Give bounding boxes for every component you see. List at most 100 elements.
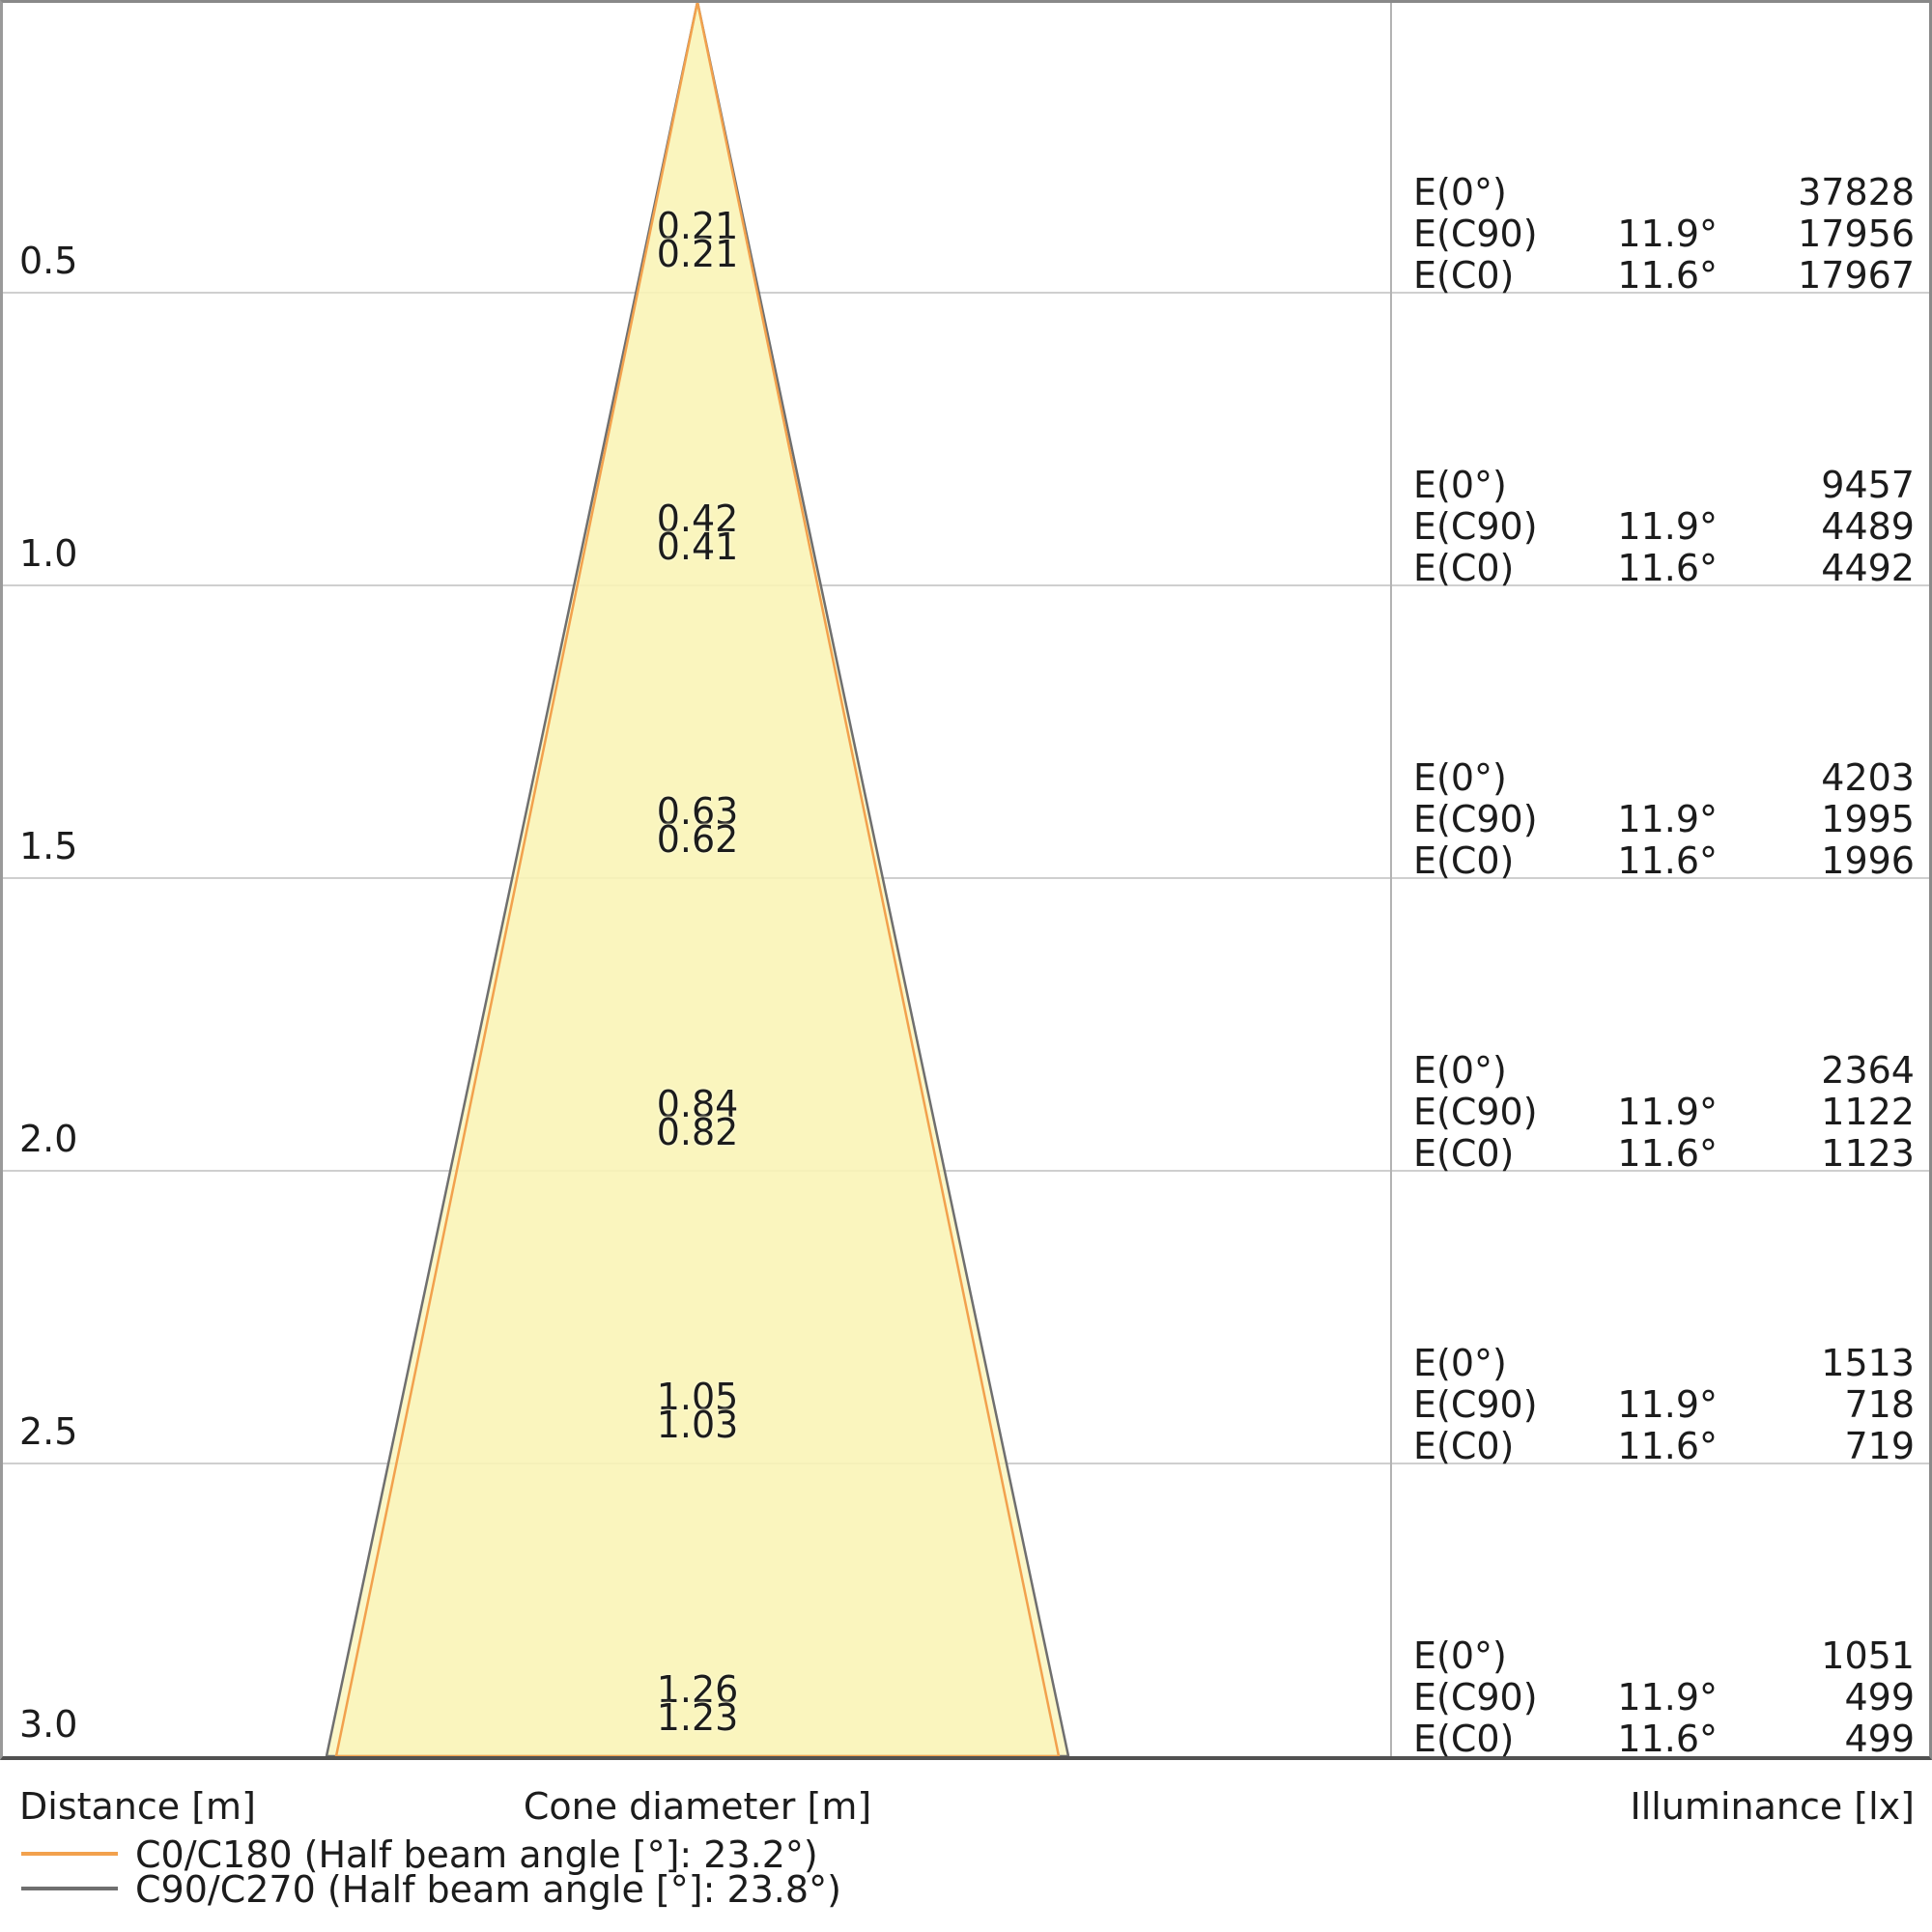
gridline-2.0m	[3, 1170, 1929, 1172]
e0-label: E(0°)	[1413, 1634, 1507, 1677]
legend-item-c0: C0/C180 (Half beam angle [°]: 23.2°)	[0, 1833, 1932, 1876]
illuminance-block: E(0°) 37828 E(C90) 11.9° 17956 E(C0) 11.…	[1413, 172, 1915, 297]
ec0-angle: 11.6°	[1617, 547, 1718, 589]
cone-diameter-c0: 0.21	[656, 233, 739, 275]
illuminance-row-ec90: E(C90) 11.9° 17956	[1413, 213, 1915, 255]
cone-diameter-c90: 0.84	[656, 1083, 739, 1125]
gridline-0.5m	[3, 292, 1929, 294]
ec90-value: 1995	[1821, 798, 1915, 840]
distance-tick: 1.0	[19, 532, 78, 575]
e0-value: 2364	[1821, 1049, 1915, 1092]
cone-diameter-c0: 0.82	[656, 1111, 739, 1153]
e0-label: E(0°)	[1413, 1342, 1507, 1384]
illuminance-row-ec90: E(C90) 11.9° 4489	[1413, 506, 1915, 548]
ec90-label: E(C90)	[1413, 1383, 1538, 1426]
cone-diameter-c90: 0.63	[656, 790, 739, 833]
ec0-label: E(C0)	[1413, 547, 1515, 589]
c90-line-swatch	[21, 1887, 118, 1890]
ec90-label: E(C90)	[1413, 505, 1538, 548]
illuminance-row-ec0: E(C0) 11.6° 17967	[1413, 255, 1915, 297]
ec90-value: 4489	[1821, 505, 1915, 548]
ec0-value: 499	[1844, 1718, 1915, 1760]
light-cone-plot	[325, 1, 1070, 1756]
cone-diameter-values: 0.21 0.21	[504, 205, 891, 275]
e0-value: 1513	[1821, 1342, 1915, 1384]
illuminance-row-ec0: E(C0) 11.6° 499	[1413, 1719, 1915, 1760]
ec90-value: 1122	[1821, 1091, 1915, 1133]
illuminance-row-e0: E(0°) 2364	[1413, 1050, 1915, 1092]
ec90-value: 499	[1844, 1676, 1915, 1719]
illuminance-block: E(0°) 1513 E(C90) 11.9° 718 E(C0) 11.6° …	[1413, 1343, 1915, 1467]
ec90-value: 718	[1844, 1383, 1915, 1426]
gridline-1.5m	[3, 877, 1929, 879]
illuminance-row-ec0: E(C0) 11.6° 1996	[1413, 840, 1915, 882]
e0-label: E(0°)	[1413, 1049, 1507, 1092]
ec0-angle: 11.6°	[1617, 839, 1718, 882]
illuminance-row-ec90: E(C90) 11.9° 1122	[1413, 1092, 1915, 1133]
chart-frame	[0, 0, 1932, 1760]
distance-tick: 0.5	[19, 240, 78, 282]
legend-item-c90: C90/C270 (Half beam angle [°]: 23.8°)	[0, 1871, 1932, 1908]
illuminance-row-e0: E(0°) 1051	[1413, 1635, 1915, 1677]
ec0-value: 17967	[1798, 254, 1915, 297]
cone-diameter-values: 1.05 1.03	[504, 1376, 891, 1446]
illuminance-row-e0: E(0°) 9457	[1413, 465, 1915, 506]
ec90-label: E(C90)	[1413, 1091, 1538, 1133]
illuminance-row-e0: E(0°) 1513	[1413, 1343, 1915, 1384]
cone-diameter-c0: 1.23	[656, 1696, 739, 1739]
illuminance-row-ec90: E(C90) 11.9° 1995	[1413, 799, 1915, 840]
illuminance-row-e0: E(0°) 4203	[1413, 757, 1915, 799]
ec90-angle: 11.9°	[1617, 1091, 1718, 1133]
illuminance-row-ec0: E(C0) 11.6° 4492	[1413, 548, 1915, 589]
cone-diameter-c0: 0.62	[656, 818, 739, 861]
cone-c0-c180	[334, 1, 1061, 1756]
cone-diameter-c0: 1.03	[656, 1404, 739, 1446]
distance-axis-label: Distance [m]	[19, 1785, 256, 1828]
illuminance-panel-divider	[1390, 3, 1392, 1756]
cone-diameter-values: 0.84 0.82	[504, 1083, 891, 1153]
ec0-value: 4492	[1821, 547, 1915, 589]
ec0-angle: 11.6°	[1617, 254, 1718, 297]
illuminance-row-e0: E(0°) 37828	[1413, 172, 1915, 213]
ec0-label: E(C0)	[1413, 1425, 1515, 1467]
e0-label: E(0°)	[1413, 756, 1507, 799]
cone-diameter-c90: 0.21	[656, 205, 739, 247]
illuminance-row-ec0: E(C0) 11.6° 719	[1413, 1426, 1915, 1467]
ec0-angle: 11.6°	[1617, 1718, 1718, 1760]
illuminance-block: E(0°) 9457 E(C90) 11.9° 4489 E(C0) 11.6°…	[1413, 465, 1915, 589]
ec90-angle: 11.9°	[1617, 505, 1718, 548]
ec0-value: 1996	[1821, 839, 1915, 882]
ec90-angle: 11.9°	[1617, 213, 1718, 255]
e0-value: 37828	[1798, 171, 1915, 213]
e0-label: E(0°)	[1413, 171, 1507, 213]
axis-caption-row: Distance [m] Cone diameter [m] Illuminan…	[0, 1785, 1932, 1828]
distance-tick: 2.5	[19, 1410, 78, 1453]
e0-value: 4203	[1821, 756, 1915, 799]
ec90-angle: 11.9°	[1617, 798, 1718, 840]
ec90-angle: 11.9°	[1617, 1676, 1718, 1719]
ec90-label: E(C90)	[1413, 213, 1538, 255]
distance-tick: 1.5	[19, 825, 78, 867]
ec0-angle: 11.6°	[1617, 1132, 1718, 1175]
illuminance-row-ec0: E(C0) 11.6° 1123	[1413, 1133, 1915, 1175]
ec90-value: 17956	[1798, 213, 1915, 255]
illuminance-block: E(0°) 4203 E(C90) 11.9° 1995 E(C0) 11.6°…	[1413, 757, 1915, 882]
cone-diameter-values: 0.42 0.41	[504, 500, 891, 565]
cone-diameter-c90: 1.05	[656, 1376, 739, 1418]
ec0-value: 719	[1844, 1425, 1915, 1467]
illuminance-row-ec90: E(C90) 11.9° 718	[1413, 1384, 1915, 1426]
cone-diameter-c90: 1.26	[656, 1668, 739, 1711]
illuminance-row-ec90: E(C90) 11.9° 499	[1413, 1677, 1915, 1719]
ec0-value: 1123	[1821, 1132, 1915, 1175]
illuminance-block: E(0°) 2364 E(C90) 11.9° 1122 E(C0) 11.6°…	[1413, 1050, 1915, 1175]
e0-value: 1051	[1821, 1634, 1915, 1677]
ec0-label: E(C0)	[1413, 1718, 1515, 1760]
ec90-label: E(C90)	[1413, 798, 1538, 840]
cone-diameter-axis-label: Cone diameter [m]	[523, 1785, 872, 1828]
e0-value: 9457	[1821, 464, 1915, 506]
legend-label-c0: C0/C180 (Half beam angle [°]: 23.2°)	[135, 1833, 818, 1876]
cone-diameter-values: 0.63 0.62	[504, 790, 891, 861]
distance-tick: 2.0	[19, 1118, 78, 1160]
ec0-label: E(C0)	[1413, 1132, 1515, 1175]
